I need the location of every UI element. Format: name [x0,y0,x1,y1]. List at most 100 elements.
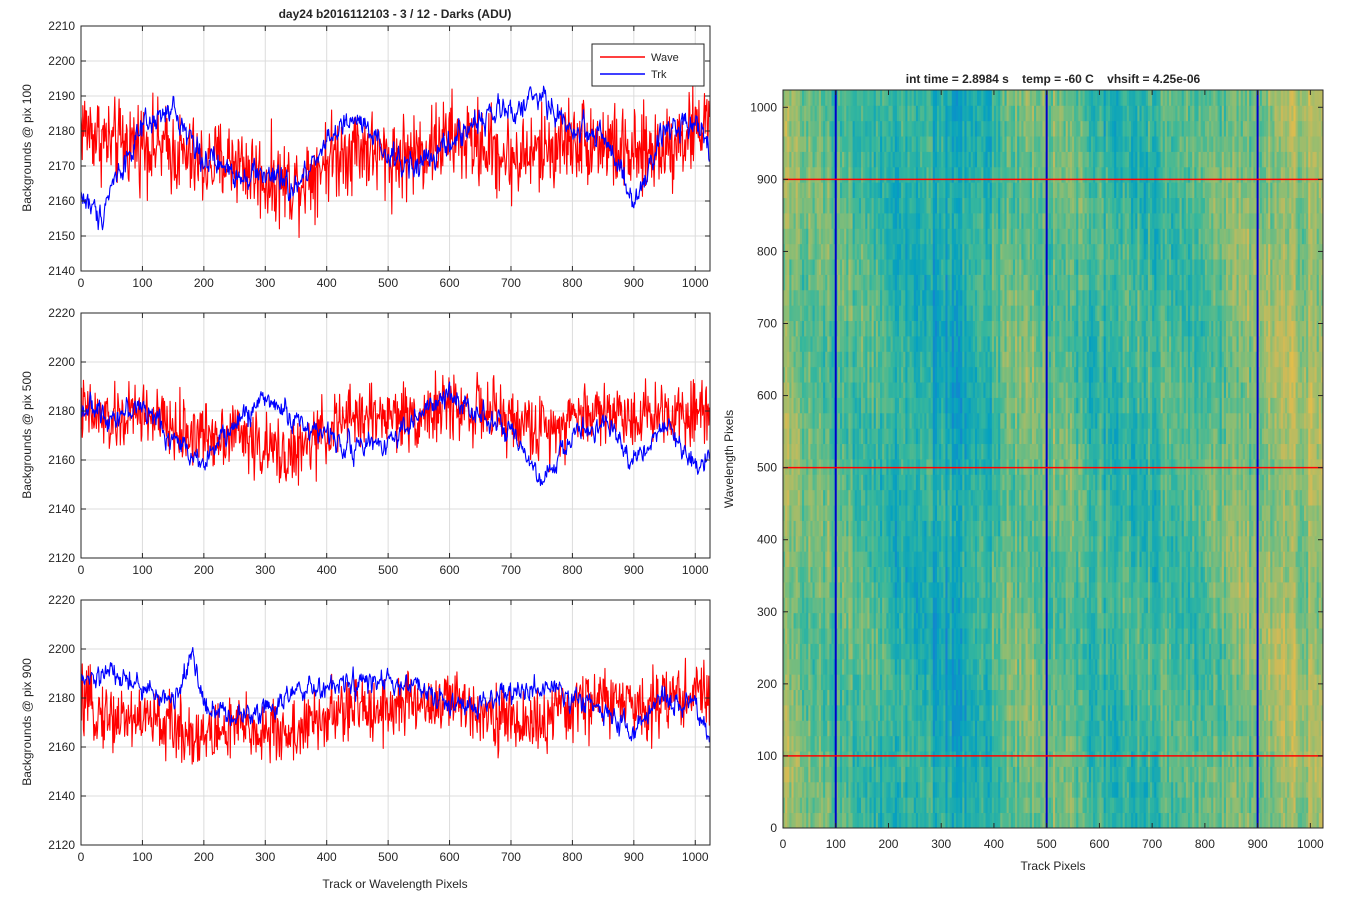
image-cell [854,628,858,644]
image-cell [899,597,902,614]
image-cell [846,320,849,337]
image-cell [844,397,847,414]
image-cell [801,228,805,245]
image-cell [804,397,807,414]
image-cell [810,443,813,460]
image-cell [903,259,906,275]
image-cell [818,228,822,245]
image-cell [850,474,854,491]
image-cell [907,535,910,552]
image-cell [808,366,811,383]
image-cell [812,105,816,122]
image-cell [890,720,894,737]
image-cell [814,243,818,260]
image-cell [795,781,799,798]
image-cell [795,105,799,122]
image-cell [827,182,830,199]
image-cell [882,412,885,429]
image-cell [825,720,828,737]
image-cell [905,551,908,568]
image-cell [888,166,891,183]
image-cell [846,197,849,214]
image-cell [812,751,816,767]
image-cell [818,474,822,491]
image-cell [871,643,875,660]
image-cell [850,305,854,322]
image-cell [785,520,788,537]
image-cell [909,459,913,475]
image-cell [896,397,900,414]
image-cell [831,289,835,306]
image-cell [827,751,830,767]
image-cell [808,166,811,183]
image-cell [873,597,877,614]
image-cell [783,213,786,229]
image-cell [884,320,887,337]
image-cell [816,274,820,291]
image-cell [909,197,913,214]
image-cell [839,336,843,352]
image-cell [789,689,792,706]
image-cell [894,382,898,398]
image-cell [892,643,896,660]
image-cell [854,197,858,214]
y-tick-label: 2140 [48,789,75,803]
image-cell [829,489,832,506]
image-cell [816,751,820,767]
image-cell [823,781,826,798]
image-cell [858,797,862,814]
image-cell [839,520,843,537]
image-cell [791,551,794,568]
image-cell [888,520,891,537]
image-cell [865,781,868,798]
image-cell [839,197,843,214]
image-cell [789,182,792,199]
image-cell [877,674,881,691]
y-tick-label: 2150 [48,229,75,243]
image-cell [909,489,913,506]
image-cell [814,705,818,721]
image-cell [869,628,872,644]
image-cell [884,520,887,537]
image-cell [884,259,887,275]
image-cell [903,705,906,721]
image-cell [848,674,851,691]
series-line-wave [80,80,710,239]
image-cell [825,735,828,752]
image-cell [793,213,797,229]
image-cell [856,166,860,183]
image-cell [783,459,786,475]
image-cell [816,336,820,352]
image-cell [875,612,879,629]
image-cell [835,566,839,583]
image-cell [901,520,904,537]
x-tick-label: 500 [378,276,398,290]
image-cell [844,520,847,537]
image-cell [839,289,843,306]
image-cell [823,628,826,644]
image-cell [823,535,826,552]
image-cell [793,781,797,798]
image-cell [858,166,862,183]
image-cell [816,781,820,798]
image-cell [808,781,811,798]
image-cell [827,459,830,475]
image-cell [789,582,792,598]
image-cell [816,289,820,306]
image-cell [867,336,870,352]
image-cell [831,366,835,383]
image-cell [825,535,828,552]
image-cell [789,566,792,583]
image-cell [839,213,843,229]
image-cell [901,612,904,629]
image-cell [787,166,790,183]
image-cell [808,90,811,106]
image-cell [903,197,906,214]
image-cell [793,428,797,445]
image-cell [787,397,790,414]
image-cell [856,366,860,383]
image-cell [785,105,788,122]
image-cell [903,658,906,675]
image-cell [852,336,856,352]
image-cell [804,489,807,506]
